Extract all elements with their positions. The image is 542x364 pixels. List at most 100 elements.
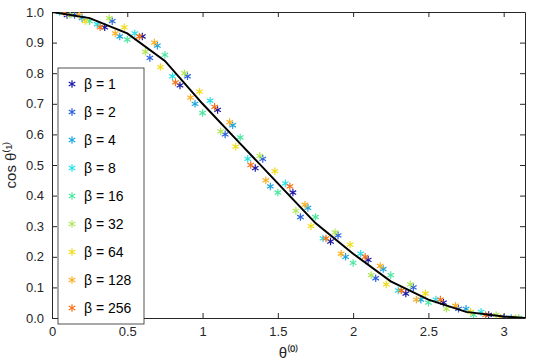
tick-mark [52, 73, 57, 74]
tick-mark [428, 12, 429, 17]
point [383, 281, 390, 289]
tick-mark [520, 12, 525, 13]
tick-mark [520, 226, 525, 227]
legend-label: β = 4 [84, 132, 116, 148]
tick-mark [52, 318, 57, 319]
tick-mark [52, 104, 57, 105]
tick-mark [278, 313, 279, 318]
tick-mark [520, 287, 525, 288]
point [97, 24, 104, 32]
tick-mark [520, 196, 525, 197]
tick-label: 0.9 [26, 35, 44, 50]
tick-mark [520, 257, 525, 258]
tick-mark [52, 196, 57, 197]
point [293, 207, 300, 215]
point [147, 54, 154, 62]
tick-mark [52, 165, 57, 166]
point [211, 103, 218, 111]
tick-mark [520, 43, 525, 44]
point [263, 177, 270, 185]
tick: 0.2 [26, 249, 57, 264]
tick-mark [203, 313, 204, 318]
legend-symbol [69, 164, 76, 172]
legend-label: β = 32 [84, 216, 124, 232]
tick: 0.5 [26, 158, 57, 173]
tick [203, 12, 204, 17]
tick: 0.9 [26, 35, 57, 50]
tick [127, 12, 128, 17]
point [282, 180, 289, 188]
tick-label: 1 [199, 324, 206, 339]
point [192, 100, 199, 108]
x-axis-title: θ⁽⁰⁾ [279, 344, 298, 361]
tick: 1.5 [269, 313, 287, 339]
legend-symbol [69, 108, 76, 116]
tick [520, 43, 525, 44]
legend-symbol [69, 192, 76, 200]
point [338, 250, 345, 258]
legend-box [58, 68, 144, 324]
tick-label: 0.5 [26, 158, 44, 173]
point [368, 271, 375, 279]
tick: 0.8 [26, 66, 57, 81]
legend-label: β = 256 [84, 300, 132, 316]
tick-label: 0 [49, 324, 56, 339]
tick [520, 287, 525, 288]
point [407, 281, 414, 289]
tick [278, 12, 279, 17]
tick: 0.7 [26, 96, 57, 111]
point [387, 271, 394, 279]
tick-mark [520, 134, 525, 135]
tick [520, 196, 525, 197]
point [347, 241, 354, 249]
legend-label: β = 128 [84, 272, 132, 288]
point [342, 253, 349, 261]
x-axis-top [53, 12, 526, 17]
tick-mark [203, 12, 204, 17]
tick-label: 0.1 [26, 280, 44, 295]
point [323, 235, 330, 243]
point [372, 274, 379, 282]
point [162, 51, 169, 59]
point [256, 152, 263, 160]
point [267, 183, 274, 191]
point [106, 14, 113, 22]
legend-label: β = 8 [84, 160, 116, 176]
point [222, 131, 229, 139]
point [308, 222, 315, 230]
point [287, 183, 294, 191]
legend-label: β = 64 [84, 244, 124, 260]
tick-label: 2 [350, 324, 357, 339]
point [244, 155, 251, 163]
axis-line [53, 12, 526, 13]
point [350, 259, 357, 267]
tick: 0.6 [26, 127, 57, 142]
point [112, 30, 119, 38]
tick-mark [52, 257, 57, 258]
tick [520, 318, 525, 319]
point [247, 161, 254, 169]
point [327, 238, 334, 246]
series-points [86, 17, 522, 318]
point [136, 33, 143, 41]
point [121, 24, 128, 32]
point [362, 253, 369, 261]
tick-label: 0.0 [26, 311, 44, 326]
legend-label: β = 2 [84, 104, 116, 120]
tick [520, 165, 525, 166]
point [290, 189, 297, 197]
point [272, 167, 279, 175]
point [181, 69, 188, 77]
legend-symbol [69, 248, 76, 256]
tick-label: 0.6 [26, 127, 44, 142]
y-axis-right [520, 13, 526, 319]
tick-mark [520, 318, 525, 319]
tick: 2 [350, 313, 357, 339]
tick-label: 0.2 [26, 249, 44, 264]
tick-label: 0.8 [26, 66, 44, 81]
point [217, 128, 224, 136]
point [377, 262, 384, 270]
point [275, 189, 282, 197]
point [302, 201, 309, 209]
tick-label: 1.0 [26, 5, 44, 20]
